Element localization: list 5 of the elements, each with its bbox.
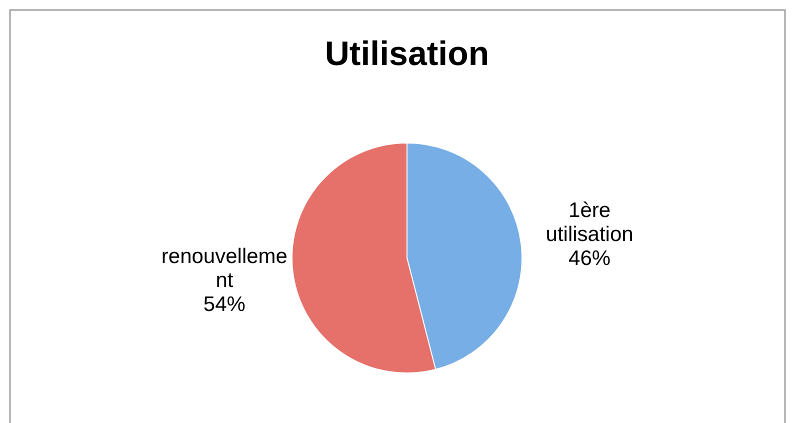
data-label: 54% [203,292,246,316]
slice-label: 1ère utilisation [546,198,634,246]
slice-label: renouvellement [161,244,288,292]
chart-title: Utilisation [324,35,490,73]
data-label: 46% [568,246,611,270]
